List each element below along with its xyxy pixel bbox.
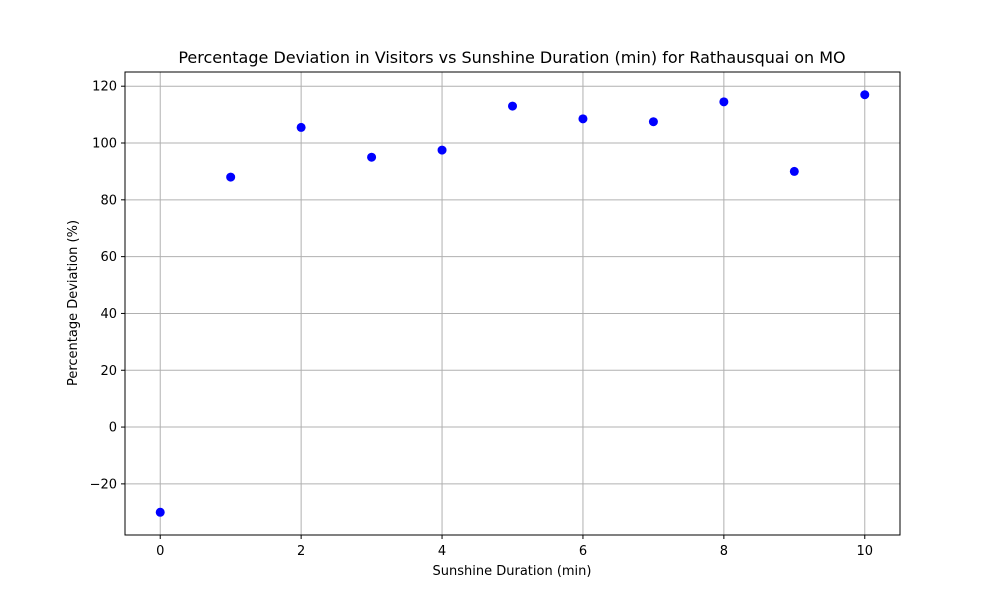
data-point: [296, 122, 306, 132]
y-tick-label: −20: [90, 477, 117, 492]
y-tick-label: 40: [100, 307, 117, 322]
data-point: [578, 114, 588, 124]
x-tick-label: 8: [720, 544, 728, 559]
x-tick-label: 0: [156, 544, 164, 559]
y-tick-label: 20: [100, 364, 117, 379]
data-point: [648, 117, 658, 127]
grid: [125, 72, 900, 535]
plot-area-frame: [124, 71, 901, 536]
data-point: [719, 97, 729, 107]
y-axis-ticks: −20 0 20 40 60 80 100 120: [90, 80, 125, 492]
y-tick-label: 80: [100, 193, 117, 208]
data-point: [860, 90, 870, 100]
data-point: [437, 145, 447, 155]
y-axis-label: Percentage Deviation (%): [66, 220, 81, 386]
x-tick-label: 4: [438, 544, 446, 559]
x-axis-ticks: 0 2 4 6 8 10: [156, 535, 873, 559]
data-point: [155, 507, 165, 517]
y-tick-label: 120: [92, 80, 117, 95]
data-point: [508, 101, 517, 111]
x-tick-label: 2: [297, 544, 305, 559]
y-tick-label: 100: [92, 137, 117, 152]
y-tick-label: 0: [109, 421, 117, 436]
x-tick-label: 6: [579, 544, 587, 559]
x-tick-label: 10: [856, 544, 873, 559]
data-point: [226, 172, 236, 182]
data-point: [367, 152, 377, 162]
data-point: [789, 166, 799, 176]
data-points: [155, 90, 870, 517]
x-axis-label: Sunshine Duration (min): [433, 564, 592, 579]
chart-title: Percentage Deviation in Visitors vs Suns…: [178, 48, 845, 67]
y-tick-label: 60: [100, 250, 117, 265]
